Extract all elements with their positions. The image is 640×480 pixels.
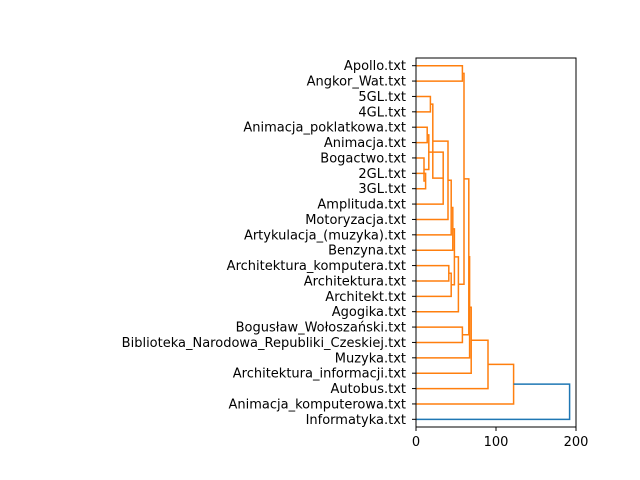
dendrogram-link (416, 383, 571, 421)
leaf-label: Animacja.txt (324, 136, 406, 151)
plot-frame (415, 57, 577, 428)
dendrogram-link (416, 363, 515, 405)
x-axis: 0 100 200 (412, 427, 589, 450)
leaf-label: Architektura.txt (304, 274, 406, 289)
dendrogram-link (458, 72, 465, 286)
leaf-label: Animacja_poklatkowa.txt (243, 121, 406, 136)
leaf-label: Muzyka.txt (335, 351, 406, 366)
dendrogram-link (416, 95, 432, 113)
leaf-label: Bogactwo.txt (320, 151, 406, 166)
leaf-label: Animacja_komputerowa.txt (229, 397, 407, 412)
dendrogram-link (416, 64, 464, 82)
leaf-label: 5GL.txt (358, 90, 406, 105)
leaf-label: Architekt.txt (325, 290, 406, 305)
dendrogram-link (416, 326, 464, 344)
leaf-label: Amplituda.txt (317, 198, 406, 213)
dendrogram-link (416, 339, 489, 390)
dendrogram-link (416, 272, 452, 298)
x-tick-label: 0 (412, 435, 420, 450)
leaf-label: Artykulacja_(muzyka).txt (244, 228, 406, 243)
leaf-label: Architektura_informacji.txt (233, 367, 406, 382)
leaf-label: Angkor_Wat.txt (307, 75, 406, 90)
leaf-label: Benzyna.txt (328, 244, 406, 259)
leaf-label: Biblioteka_Narodowa_Republiki_Czeskiej.t… (122, 336, 406, 351)
x-tick-label: 100 (484, 435, 509, 450)
leaf-label: 4GL.txt (358, 105, 406, 120)
leaf-labels: Apollo.txtAngkor_Wat.txt5GL.txt4GL.txtAn… (122, 59, 416, 428)
leaf-label: Motoryzacja.txt (305, 213, 406, 228)
leaf-label: Informatyka.txt (306, 413, 406, 428)
leaf-label: Bogusław_Wołoszański.txt (236, 321, 406, 336)
leaf-label: Architektura_komputera.txt (227, 259, 406, 274)
dendrogram-links (416, 64, 571, 421)
x-tick-label: 200 (564, 435, 589, 450)
leaf-label: Apollo.txt (344, 59, 406, 74)
dendrogram-link (416, 264, 450, 282)
leaf-label: Autobus.txt (331, 382, 406, 397)
dendrogram-link (416, 126, 428, 144)
leaf-label: 3GL.txt (358, 182, 406, 197)
leaf-label: 2GL.txt (358, 167, 406, 182)
leaf-label: Agogika.txt (332, 305, 406, 320)
